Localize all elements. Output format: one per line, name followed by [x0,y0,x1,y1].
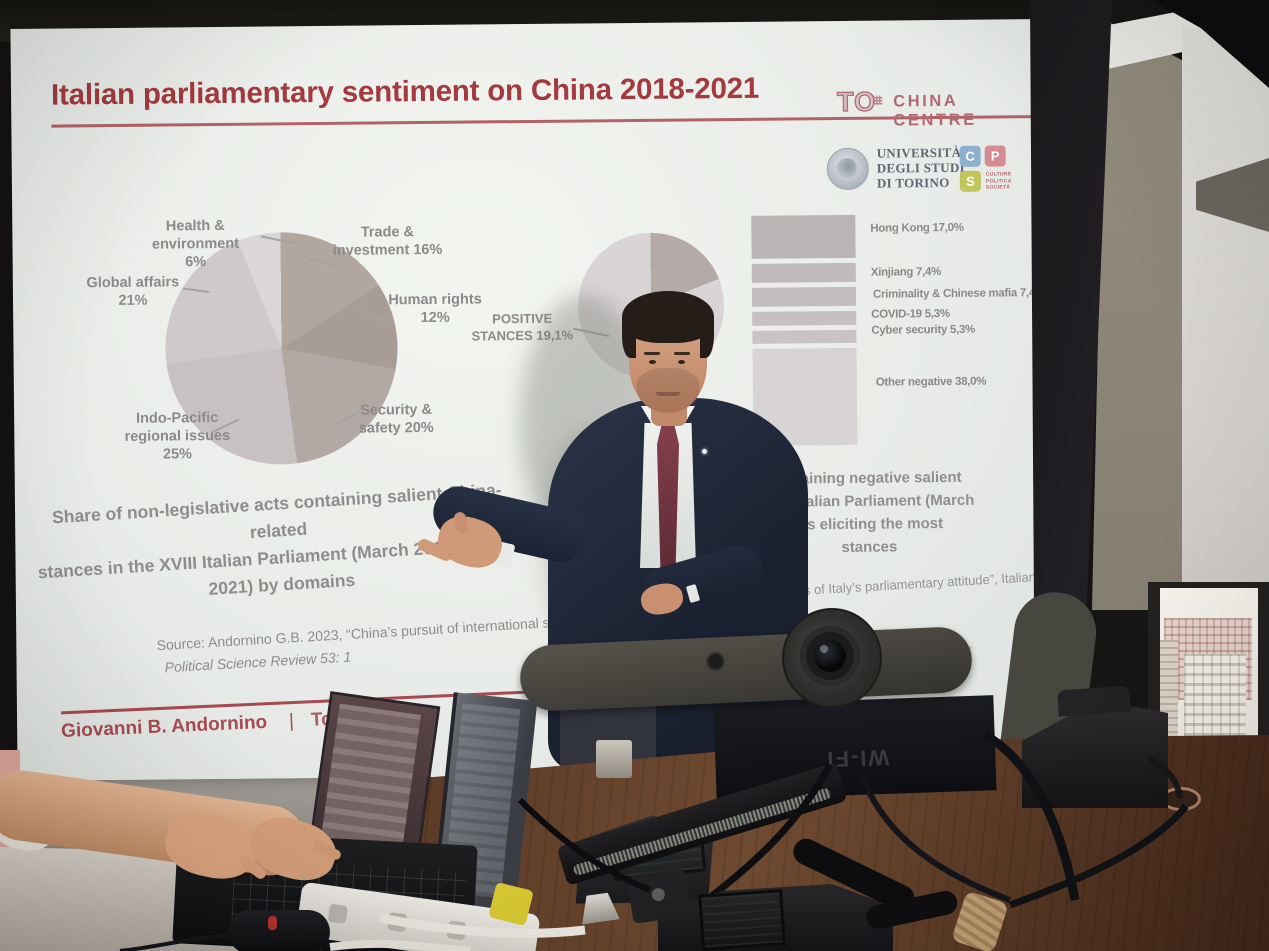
presenter-tie [657,420,679,572]
power-socket [446,920,467,941]
mouse [228,910,330,951]
caption-line: stances [841,538,898,557]
bar-label-hong-kong: Hong Kong 17,0% [870,221,964,235]
right-wall-panel [1182,28,1269,603]
presenter-eye [678,360,685,364]
unito-line: DI TORINO [876,174,950,191]
bar-segment [751,287,857,307]
pie-label-line: Health & [165,217,225,235]
pie-label-line: 21% [118,292,148,309]
video-bar-side-sensor [706,652,725,671]
footer-separator: | [288,710,295,732]
presenter-eyebrow [644,352,660,355]
bar-label-covid: COVID-19 5,3% [871,307,950,321]
tochina-logo-to: TO [836,86,877,118]
presenter-hair-side [700,320,714,358]
bar-label-other-negative: Other negative 38,0% [875,375,987,389]
tochina-logo-text: CHINA CENTRE [893,91,977,130]
pie-label-line: Human rights [388,291,482,309]
pie-label-global-affairs: Global affairs 21% [68,273,198,310]
bar-segment [751,214,856,260]
presenter-eyebrow [674,352,690,355]
camera-lens-highlight [820,645,828,653]
conference-phone-right-top [1057,685,1131,717]
pie-label-health-environment: Health & environment 6% [130,217,261,272]
pie-label-line: 6% [185,254,207,271]
presenter-lapel-pin [702,449,707,454]
unito-line: DEGLI STUDI [876,159,966,176]
bar-label-criminality: Criminality & Chinese mafia 7,4% [872,287,1045,301]
slide-title: Italian parliamentary sentiment on China… [50,71,760,112]
pie-label-line: Trade & [360,224,415,241]
pie-label-line: environment [151,235,240,253]
cps-caption-line: CULTURE [985,171,1012,178]
caption-line: s eliciting the most [807,515,944,534]
bar-label-xinjiang: Xinjiang 7,4% [870,266,942,279]
unito-text: UNIVERSITÀ DEGLI STUDI DI TORINO [877,145,966,191]
cps-caption: CULTURE POLITICA SOCIETÀ [986,171,1012,191]
footer-author: Giovanni B. Andornino [60,711,268,742]
cps-logo: C P S CULTURE POLITICA SOCIETÀ [959,145,1041,206]
tochina-centre-logo: TO CHINA CENTRE [836,85,1042,130]
caption-line: talian Parliament (March [800,491,975,511]
mouse-scroll-accent [268,916,277,930]
bar-segment [751,263,856,284]
bar-label-cyber-security: Cyber security 5,3% [871,323,976,337]
cps-letter-c: C [959,145,981,167]
cps-letter-p: P [984,145,1006,167]
pie-label-line: Global affairs [86,274,180,292]
presenter-eye [649,360,656,364]
unito-line: UNIVERSITÀ [876,144,962,161]
power-socket [327,903,348,924]
camera-mount-box: WI-FI [713,695,997,800]
metal-hinge-box [596,740,632,778]
caption-right: aining negative salient talian Parliamen… [801,465,1032,559]
laptop-screen-content [320,703,422,854]
bar-segment [752,310,857,326]
pie-label-line: investment 16% [332,241,443,259]
source-line-1-right-fragment: ysis of Italy’s parliamentary attitude”,… [787,569,1037,599]
olive-wall [1092,20,1184,610]
presenter-hair [622,291,714,343]
pie-label-line: regional issues [124,427,231,445]
bar-segment [752,329,857,344]
presenter-stubble-shading [637,368,699,412]
tochina-logo-qr-mark [873,95,883,105]
camera-lens-glass [814,640,846,672]
cps-caption-line: SOCIETÀ [985,184,1011,191]
caption-line: aining negative salient [800,468,962,488]
cps-letter-s: S [959,170,982,192]
presenter-hair-side [622,322,636,358]
power-socket [387,911,408,933]
pie-label-line: safety 20% [358,419,434,437]
mic-console-b-display [698,889,786,951]
pie-label-security-safety: Security & safety 20% [336,401,456,438]
presenter-mouth [656,392,680,396]
pie-label-indo-pacific: Indo-Pacific regional issues 25% [112,409,243,464]
negative-stacked-bar [751,214,858,451]
pie-label-trade-investment: Trade & investment 16% [307,223,467,261]
unito-crest-emblem [836,157,857,179]
table-cable-grommet [1164,790,1198,808]
pie-label-line: 25% [162,446,193,463]
pie-label-line: Security & [360,401,433,419]
clamp-screw [650,887,666,902]
